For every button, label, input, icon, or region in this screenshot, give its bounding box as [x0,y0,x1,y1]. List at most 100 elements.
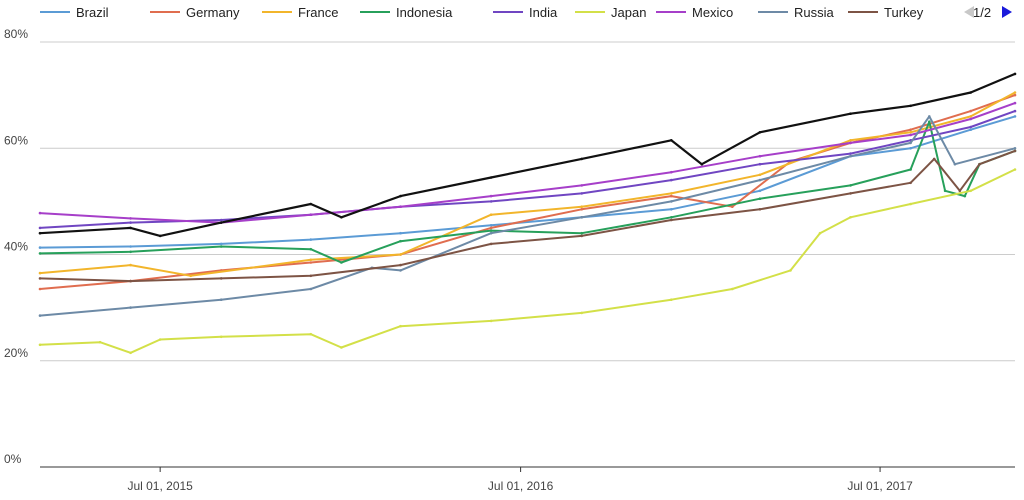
data-point-indonesia [758,197,762,200]
data-point-mexico [129,217,132,220]
triangle-left-icon [964,6,974,18]
data-point-indonesia [309,247,313,251]
data-point-germany [309,261,313,264]
data-point-india [38,226,42,230]
data-point-russia [1013,147,1017,150]
legend-label: Russia [794,5,835,20]
data-point-turkey [129,279,132,283]
legend-label: Japan [611,5,646,20]
data-point-india [670,178,673,182]
data-point-japan [580,311,583,315]
data-point-unnamed [580,157,583,161]
data-point-mexico [1013,101,1017,105]
data-point-turkey [758,208,762,211]
data-point-japan [789,269,792,272]
data-point-unnamed [849,112,852,115]
data-point-unnamed [309,202,313,206]
data-point-japan [158,338,162,341]
data-point-russia [758,178,762,182]
data-point-france [489,213,493,216]
y-tick-label: 60% [4,133,28,147]
legend-label: France [298,5,338,20]
data-point-indonesia [963,194,967,198]
data-point-brazil [909,147,912,150]
data-point-indonesia [909,168,912,171]
data-point-russia [309,287,313,291]
data-point-germany [489,226,493,230]
data-point-unnamed [969,91,972,94]
data-point-unnamed [670,139,673,142]
data-point-brazil [309,238,313,241]
data-point-brazil [670,208,673,211]
data-point-mexico [399,205,402,208]
data-point-unnamed [219,221,223,224]
data-point-brazil [489,224,493,227]
data-point-russia [219,298,223,302]
legend-label: Brazil [76,5,109,20]
data-point-unnamed [1013,72,1017,76]
data-point-germany [969,109,972,113]
legend-label: Mexico [692,5,733,20]
data-point-turkey [399,263,402,267]
data-point-india [1013,109,1017,113]
data-point-france [309,258,313,262]
data-point-japan [399,324,402,328]
y-tick-label: 20% [4,346,28,360]
data-point-brazil [38,246,42,249]
data-point-indonesia [580,231,583,235]
data-point-japan [38,343,42,347]
data-point-russia [849,154,852,158]
data-point-france [399,253,402,256]
y-tick-label: 0% [4,452,22,466]
data-point-france [38,271,42,275]
data-point-mexico [670,170,673,174]
data-point-indonesia [340,261,343,264]
legend-label: Indonesia [396,5,453,20]
data-point-mexico [969,117,972,121]
data-point-japan [969,189,972,193]
data-point-turkey [849,192,852,195]
data-point-russia [129,306,132,309]
data-point-unnamed [489,176,493,179]
x-tick-label: Jul 01, 2015 [127,479,193,493]
data-point-france [129,263,132,267]
data-point-japan [849,216,852,219]
data-point-india [969,125,972,129]
data-point-turkey [1013,149,1017,153]
data-point-japan [98,340,102,344]
series-line-brazil [39,115,1016,249]
data-point-indonesia [670,216,673,219]
data-point-unnamed [129,226,132,230]
data-point-mexico [580,184,583,187]
data-point-russia [489,231,493,235]
data-point-indonesia [928,120,931,123]
x-tick-label: Jul 01, 2017 [847,479,913,493]
data-point-brazil [129,245,132,248]
grid-lines [40,41,1015,468]
data-point-turkey [219,277,223,280]
data-point-turkey [978,162,981,166]
data-point-turkey [38,277,42,280]
triangle-right-icon[interactable] [1002,6,1012,18]
data-point-japan [818,231,822,235]
x-tick-label: Jul 01, 2016 [488,479,554,493]
axes: 0% 20% 40% 60% 80% Jul 01, 2015 Jul 01, 2016 Ju… [4,27,913,493]
data-point-japan [129,351,132,355]
data-point-brazil [399,231,402,235]
data-point-turkey [309,274,313,278]
data-point-france [849,139,852,142]
data-point-japan [1013,168,1017,171]
data-point-mexico [758,154,762,158]
data-point-india [849,152,852,155]
data-point-germany [580,208,583,211]
data-point-russia [909,141,912,145]
data-point-germany [1013,93,1017,97]
data-point-mexico [849,141,852,145]
data-point-turkey [489,242,493,246]
data-point-india [758,162,762,166]
data-point-unnamed [758,131,762,134]
data-point-germany [38,287,42,291]
data-point-turkey [909,181,912,185]
data-point-indonesia [38,252,42,255]
data-point-france [969,115,972,118]
